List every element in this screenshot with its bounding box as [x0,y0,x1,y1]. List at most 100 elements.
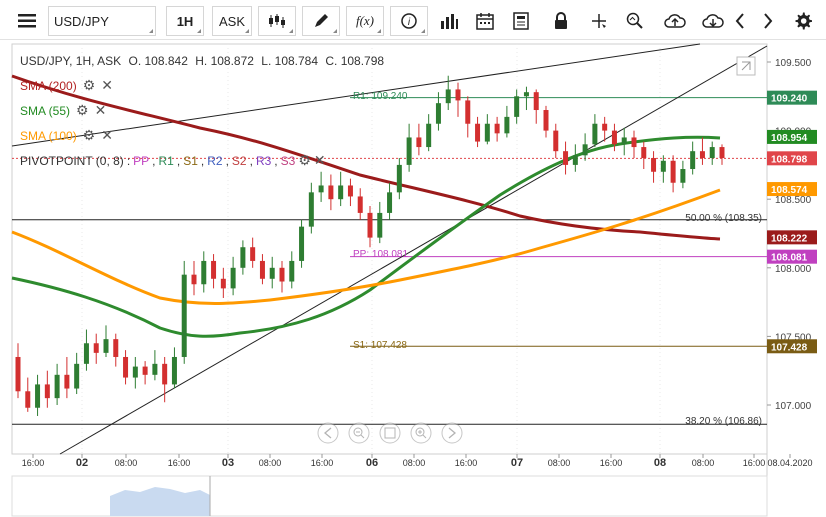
candle-body[interactable] [690,151,696,170]
expand-icon[interactable] [736,56,756,76]
candle-body[interactable] [123,356,129,378]
scroll-left-button[interactable] [726,6,754,36]
candle-body[interactable] [201,260,207,285]
upper-trendline[interactable] [11,43,701,147]
candle-body[interactable] [621,137,627,145]
gear-icon[interactable]: ⚙ [298,152,311,168]
candle-body[interactable] [709,147,715,159]
zoom-button[interactable] [620,6,650,36]
info-button[interactable]: i [390,6,428,36]
candle-body[interactable] [494,123,500,134]
candle-body[interactable] [259,260,265,279]
reset-control[interactable] [379,422,401,444]
settings-button[interactable] [788,6,818,36]
candle-body[interactable] [44,384,50,399]
close-icon[interactable]: ✕ [313,152,326,168]
candle-body[interactable] [250,247,256,261]
candle-body[interactable] [416,137,422,148]
close-icon[interactable]: ✕ [94,102,107,118]
candle-body[interactable] [162,363,168,385]
sma-55-line[interactable] [11,135,721,338]
timeframe-selector[interactable]: 1H [166,6,204,36]
legend-sma-100[interactable]: SMA (100) ⚙ ✕ [20,127,113,144]
gear-icon[interactable]: ⚙ [82,77,96,93]
candle-body[interactable] [367,212,373,238]
candle-body[interactable] [318,185,324,193]
candle-body[interactable] [328,185,334,200]
price-chart[interactable]: R1: 109.240 PP: 108.081 S1: 107.428 50.0… [0,40,826,517]
price-side-selector[interactable]: ASK [212,6,252,36]
lock-button[interactable] [546,6,576,36]
candle-body[interactable] [563,151,569,165]
candle-body[interactable] [83,343,89,364]
candle-body[interactable] [338,185,344,200]
candle-body[interactable] [220,278,226,289]
candle-body[interactable] [455,89,461,101]
candle-body[interactable] [308,192,314,227]
candle-body[interactable] [230,267,236,289]
candle-body[interactable] [279,267,285,282]
news-button[interactable] [506,6,536,36]
candle-body[interactable] [299,226,305,261]
legend-pivot-point[interactable]: PIVOTPOINT (0, 8) : PP, R1, S1, R2, S2, … [20,152,326,168]
gear-icon[interactable]: ⚙ [76,102,89,118]
candle-body[interactable] [171,356,177,385]
sma-100-line[interactable] [11,188,721,305]
indicators-button[interactable]: f(x) [346,6,384,36]
candle-body[interactable] [553,130,559,152]
candle-body[interactable] [504,116,510,134]
gear-icon[interactable]: ⚙ [82,127,96,143]
candle-body[interactable] [406,137,412,165]
candle-body[interactable] [142,366,148,375]
candle-body[interactable] [670,160,676,183]
scroll-forward-control[interactable] [441,422,463,444]
zoom-in-control[interactable] [410,422,432,444]
candle-body[interactable] [387,192,393,213]
candle-body[interactable] [514,96,520,117]
candle-body[interactable] [103,339,109,353]
calendar-button[interactable] [470,6,500,36]
candle-body[interactable] [377,212,383,238]
legend-sma-55[interactable]: SMA (55) ⚙ ✕ [20,102,106,119]
crosshair-button[interactable] [584,6,614,36]
chart-area[interactable]: R1: 109.240 PP: 108.081 S1: 107.428 50.0… [0,40,826,517]
candle-body[interactable] [523,92,529,97]
candle-body[interactable] [445,89,451,104]
scroll-right-button[interactable] [754,6,782,36]
candle-body[interactable] [269,267,275,279]
scroll-back-control[interactable] [317,422,339,444]
upload-button[interactable] [660,6,690,36]
close-icon[interactable]: ✕ [101,77,113,93]
candle-body[interactable] [543,110,549,131]
candle-body[interactable] [533,92,539,111]
draw-tool-button[interactable] [302,6,340,36]
menu-icon[interactable] [12,6,42,36]
candle-body[interactable] [15,356,21,392]
candle-body[interactable] [25,391,31,408]
candle-body[interactable] [347,185,353,197]
candle-body[interactable] [211,260,217,279]
candle-body[interactable] [357,196,363,213]
candle-body[interactable] [396,164,402,193]
candle-body[interactable] [426,123,432,148]
candle-body[interactable] [240,247,246,268]
candle-body[interactable] [651,158,657,172]
candle-body[interactable] [152,363,158,375]
candle-body[interactable] [191,274,197,285]
symbol-selector[interactable]: USD/JPY [48,6,156,36]
candle-body[interactable] [572,155,578,165]
candle-body[interactable] [181,274,187,357]
candle-body[interactable] [641,147,647,159]
sma-200-line[interactable] [11,74,721,241]
candle-body[interactable] [699,151,705,159]
candle-body[interactable] [113,339,119,357]
candle-body[interactable] [74,363,80,389]
candle-body[interactable] [35,384,41,408]
candle-body[interactable] [289,260,295,282]
close-icon[interactable]: ✕ [101,127,113,143]
candle-body[interactable] [475,123,481,142]
candle-body[interactable] [660,160,666,172]
candle-body[interactable] [582,144,588,156]
candle-body[interactable] [602,123,608,131]
chart-type-button[interactable] [258,6,296,36]
